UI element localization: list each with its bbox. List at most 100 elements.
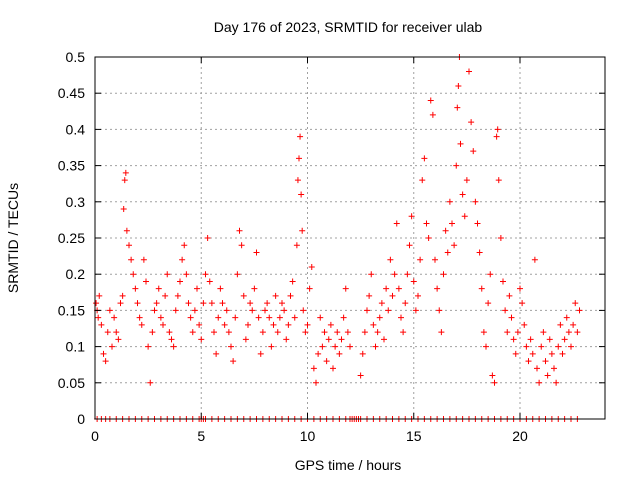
data-point — [234, 271, 241, 278]
data-point — [283, 336, 290, 343]
data-point — [483, 343, 489, 350]
data-point — [540, 329, 547, 336]
data-point — [398, 314, 404, 321]
data-point — [402, 300, 409, 307]
data-point — [361, 329, 368, 336]
data-point — [436, 307, 443, 314]
data-point — [245, 321, 251, 328]
y-tick-label: 0.5 — [66, 49, 86, 65]
data-point — [232, 314, 239, 321]
data-point — [123, 227, 130, 234]
data-point — [104, 329, 111, 336]
data-point — [181, 242, 188, 249]
data-point — [293, 242, 300, 249]
data-point — [480, 329, 487, 336]
data-point — [279, 300, 285, 307]
data-point — [336, 350, 343, 357]
data-point — [385, 307, 392, 314]
data-point — [400, 329, 407, 336]
data-point — [525, 358, 532, 365]
data-point — [238, 242, 245, 249]
data-point — [472, 198, 479, 205]
data-point — [211, 329, 217, 336]
data-point — [387, 256, 394, 263]
data-point — [213, 350, 220, 357]
data-point — [568, 343, 574, 350]
data-point — [444, 249, 451, 256]
data-point — [523, 343, 530, 350]
data-point — [308, 263, 315, 270]
data-point — [132, 285, 139, 292]
data-point — [313, 379, 319, 386]
data-point — [395, 285, 402, 292]
data-point — [551, 365, 557, 372]
data-point — [391, 271, 398, 278]
data-point — [166, 329, 173, 336]
data-point — [446, 198, 453, 205]
y-tick-label: 0.2 — [66, 266, 86, 282]
x-tick-label: 15 — [406, 428, 422, 444]
data-point — [121, 177, 128, 184]
x-tick-label: 20 — [512, 428, 528, 444]
data-point — [140, 256, 147, 263]
data-point — [111, 314, 118, 321]
x-tick-label: 0 — [91, 428, 99, 444]
data-point — [296, 155, 302, 162]
data-point — [225, 329, 232, 336]
data-point — [410, 278, 417, 285]
data-point — [347, 343, 353, 350]
data-point — [468, 119, 475, 126]
data-point — [434, 285, 441, 292]
data-point — [170, 343, 177, 350]
data-point — [317, 314, 324, 321]
data-point — [196, 321, 203, 328]
data-point — [183, 271, 190, 278]
data-point — [272, 292, 279, 299]
y-axis-label: SRMTID / TECUs — [5, 183, 21, 293]
data-point — [315, 350, 322, 357]
data-point — [415, 292, 421, 299]
data-point — [177, 278, 183, 285]
data-point — [553, 379, 560, 386]
data-point — [319, 343, 326, 350]
data-point — [204, 235, 211, 241]
data-point — [485, 300, 492, 307]
data-point — [274, 329, 281, 336]
data-point — [519, 300, 526, 307]
data-point — [370, 321, 377, 328]
data-point — [381, 336, 387, 343]
data-point — [565, 329, 572, 336]
data-point — [134, 300, 141, 307]
data-point — [276, 314, 283, 321]
data-point — [451, 242, 458, 249]
data-point — [249, 307, 256, 314]
data-point — [120, 206, 127, 213]
data-point — [191, 307, 198, 314]
data-point — [500, 278, 506, 285]
data-point — [338, 336, 345, 343]
data-point — [459, 191, 466, 198]
data-point — [306, 285, 313, 292]
data-point — [291, 314, 298, 321]
data-point — [406, 242, 413, 249]
y-tick-label: 0 — [77, 411, 85, 427]
data-point — [219, 300, 226, 307]
data-point — [454, 104, 461, 111]
data-point — [417, 256, 424, 263]
data-point — [151, 307, 158, 314]
data-point — [230, 358, 237, 365]
data-point — [455, 82, 462, 89]
data-point — [327, 321, 334, 328]
data-point — [538, 343, 545, 350]
data-point — [412, 307, 419, 314]
data-point — [576, 307, 583, 314]
data-point — [546, 336, 553, 343]
data-point — [544, 372, 551, 379]
data-point — [206, 278, 213, 285]
data-point — [102, 358, 109, 365]
data-point — [342, 285, 349, 292]
data-point — [510, 336, 517, 343]
data-point — [302, 329, 309, 336]
data-point — [502, 307, 509, 314]
data-point — [136, 314, 143, 321]
